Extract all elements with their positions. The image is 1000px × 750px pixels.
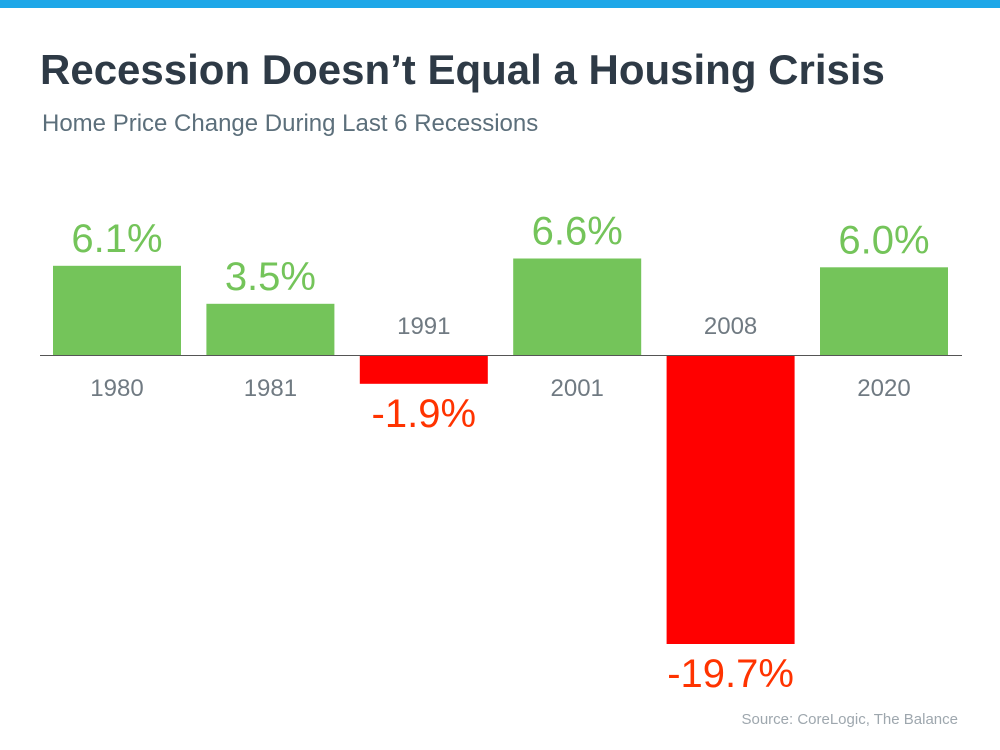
- category-label-2020: 2020: [857, 375, 910, 402]
- bar-2020: [820, 267, 948, 355]
- bar-1981: [206, 303, 335, 355]
- value-label-2020: 6.0%: [838, 218, 929, 262]
- labels-group: 6.1% 1980 3.5% 1981 -1.9% 1991 6.6% 2001 -19.7% 2…: [71, 210, 929, 697]
- bars-group: [53, 258, 948, 644]
- category-label-2001: 2001: [551, 375, 604, 402]
- value-label-1980: 6.1%: [71, 217, 162, 261]
- top-accent-bar: [0, 0, 1000, 8]
- value-label-1991: -1.9%: [372, 392, 477, 436]
- category-label-1991: 1991: [397, 313, 450, 340]
- bar-1991: [359, 356, 488, 384]
- bar-1980: [53, 265, 181, 355]
- category-label-2008: 2008: [704, 313, 757, 340]
- category-label-1981: 1981: [244, 375, 297, 402]
- source-note: Source: CoreLogic, The Balance: [741, 711, 958, 728]
- category-label-1980: 1980: [90, 375, 143, 402]
- value-label-1981: 3.5%: [225, 255, 316, 299]
- bar-2001: [513, 258, 642, 355]
- bar-2008: [666, 356, 795, 644]
- value-label-2008: -19.7%: [667, 652, 794, 696]
- chart-subtitle: Home Price Change During Last 6 Recessio…: [42, 110, 539, 137]
- value-label-2001: 6.6%: [532, 210, 623, 254]
- chart-title: Recession Doesn’t Equal a Housing Crisis: [40, 46, 885, 93]
